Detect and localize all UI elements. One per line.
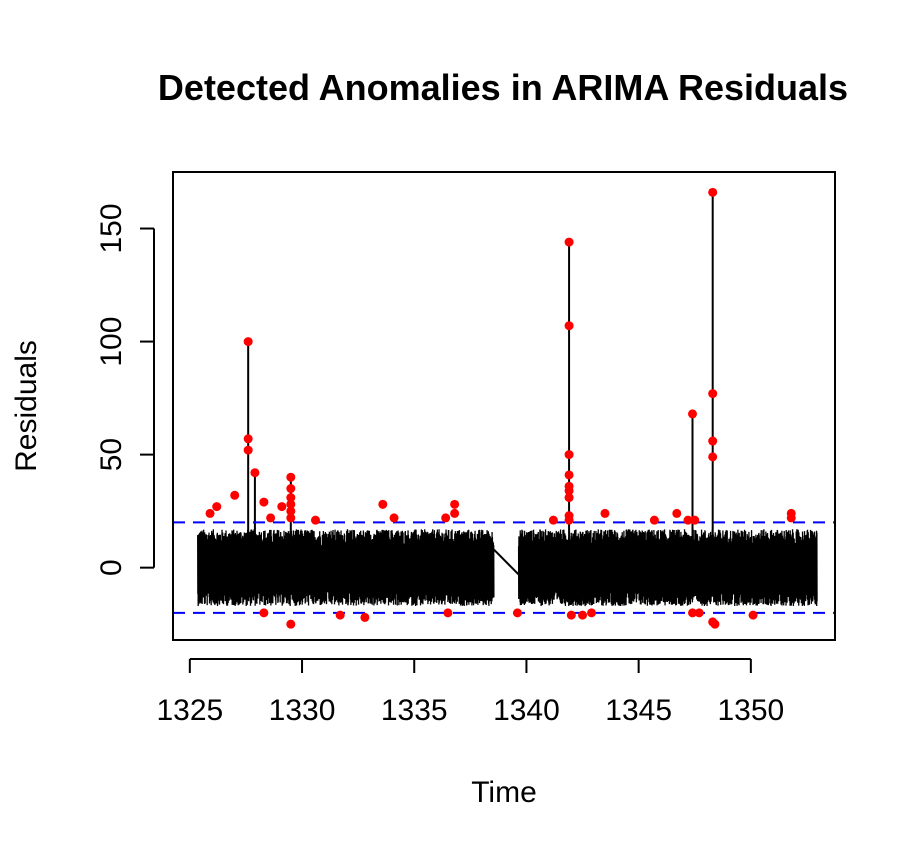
anomaly-point bbox=[708, 187, 718, 197]
anomaly-point bbox=[564, 237, 574, 247]
anomaly-point bbox=[786, 513, 796, 523]
anomaly-point bbox=[649, 515, 659, 525]
x-tick-label: 1350 bbox=[717, 694, 784, 727]
anomaly-points bbox=[205, 187, 796, 629]
anomaly-point bbox=[587, 608, 597, 618]
y-axis: 0 50 100 150 bbox=[95, 203, 155, 576]
x-axis: 1325 1330 1335 1340 1345 1350 bbox=[156, 658, 784, 727]
anomaly-point bbox=[286, 484, 296, 494]
x-tick-label: 1345 bbox=[605, 694, 672, 727]
anomaly-point bbox=[286, 506, 296, 516]
anomaly-point bbox=[259, 497, 269, 507]
anomaly-point bbox=[694, 608, 704, 618]
anomaly-point bbox=[564, 321, 574, 331]
anomaly-point bbox=[243, 337, 253, 347]
anomaly-point bbox=[564, 515, 574, 525]
y-tick-label: 150 bbox=[95, 203, 128, 253]
threshold-lines bbox=[173, 521, 835, 614]
residuals-segment-1 bbox=[197, 529, 495, 607]
anomaly-point bbox=[389, 513, 399, 523]
anomaly-point bbox=[335, 610, 345, 620]
chart-title: Detected Anomalies in ARIMA Residuals bbox=[158, 67, 848, 108]
anomaly-point bbox=[566, 610, 576, 620]
x-tick-label: 1330 bbox=[269, 694, 336, 727]
y-tick-label: 0 bbox=[95, 559, 128, 576]
anomaly-point bbox=[450, 499, 460, 509]
anomaly-point bbox=[266, 513, 276, 523]
anomaly-point bbox=[688, 608, 698, 618]
y-tick-label: 50 bbox=[95, 438, 128, 471]
anomaly-point bbox=[212, 502, 222, 512]
anomaly-point bbox=[243, 445, 253, 455]
anomaly-point bbox=[564, 486, 574, 496]
anomaly-point bbox=[710, 619, 720, 629]
anomaly-point bbox=[450, 508, 460, 518]
y-axis-title: Residuals bbox=[10, 340, 43, 472]
anomaly-point bbox=[277, 502, 287, 512]
anomaly-point bbox=[688, 409, 698, 419]
anomaly-point bbox=[672, 508, 682, 518]
anomaly-point bbox=[259, 608, 269, 618]
anomaly-point bbox=[243, 434, 253, 444]
anomaly-point bbox=[564, 493, 574, 503]
anomaly-point bbox=[378, 499, 388, 509]
anomaly-point bbox=[600, 508, 610, 518]
gap-connector-line bbox=[493, 548, 520, 576]
anomaly-point bbox=[708, 436, 718, 446]
anomaly-point bbox=[564, 450, 574, 460]
y-tick-label: 100 bbox=[95, 317, 128, 367]
residuals-segment-2 bbox=[517, 529, 818, 607]
x-axis-title: Time bbox=[471, 776, 537, 809]
anomaly-point bbox=[748, 610, 758, 620]
anomaly-point bbox=[286, 493, 296, 503]
anomaly-point bbox=[683, 515, 693, 525]
anomaly-point bbox=[286, 499, 296, 509]
anomaly-point bbox=[250, 468, 260, 478]
anomaly-point bbox=[578, 610, 588, 620]
anomaly-point bbox=[286, 513, 296, 523]
anomaly-point bbox=[360, 612, 370, 622]
anomaly-point bbox=[441, 513, 451, 523]
anomaly-point bbox=[512, 608, 522, 618]
anomaly-point bbox=[443, 608, 453, 618]
anomaly-point bbox=[708, 452, 718, 462]
anomaly-point bbox=[205, 508, 215, 518]
anomaly-point bbox=[564, 470, 574, 480]
x-tick-label: 1340 bbox=[493, 694, 560, 727]
anomaly-point bbox=[548, 515, 558, 525]
x-tick-label: 1335 bbox=[381, 694, 448, 727]
plot-frame bbox=[172, 171, 836, 641]
anomaly-point bbox=[286, 472, 296, 482]
x-tick-label: 1325 bbox=[156, 694, 223, 727]
anomaly-point bbox=[708, 389, 718, 399]
anomaly-point bbox=[690, 515, 700, 525]
anomaly-point bbox=[286, 619, 296, 629]
anomaly-point bbox=[230, 490, 240, 500]
anomaly-point bbox=[310, 515, 320, 525]
